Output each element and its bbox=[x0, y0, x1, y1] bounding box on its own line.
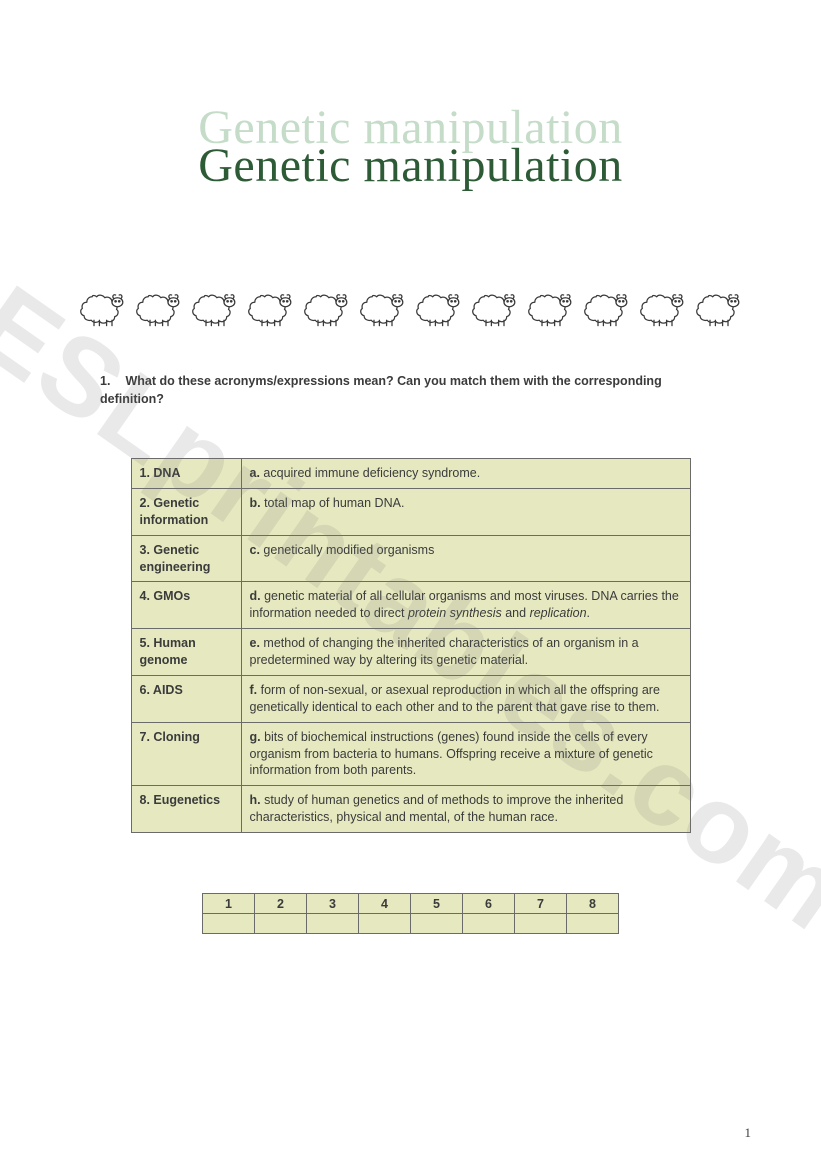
sheep-icon bbox=[468, 280, 522, 328]
answer-blank-cell[interactable] bbox=[307, 914, 359, 934]
definition-cell: f. form of non-sexual, or asexual reprod… bbox=[241, 675, 690, 722]
term-cell: 3. Genetic engineering bbox=[131, 535, 241, 582]
title-block: Genetic manipulation Genetic manipulatio… bbox=[70, 100, 751, 220]
answer-header-cell: 3 bbox=[307, 894, 359, 914]
table-row: 8. Eugenetics h. study of human genetics… bbox=[131, 786, 690, 833]
table-row: 1. DNA a. acquired immune deficiency syn… bbox=[131, 459, 690, 489]
answer-blank-cell[interactable] bbox=[515, 914, 567, 934]
definition-cell: h. study of human genetics and of method… bbox=[241, 786, 690, 833]
sheep-icon-wrap bbox=[356, 280, 410, 333]
sheep-icon-wrap bbox=[244, 280, 298, 333]
table-row: 7. Cloning g. bits of biochemical instru… bbox=[131, 722, 690, 786]
answer-blank-cell[interactable] bbox=[463, 914, 515, 934]
sheep-icon-wrap bbox=[76, 280, 130, 333]
table-row: 5. Human genome e. method of changing th… bbox=[131, 629, 690, 676]
answer-header-cell: 8 bbox=[567, 894, 619, 914]
question-number: 1. bbox=[100, 373, 122, 391]
sheep-icon-wrap bbox=[188, 280, 242, 333]
sheep-icon bbox=[132, 280, 186, 328]
sheep-icon bbox=[412, 280, 466, 328]
answer-header-cell: 4 bbox=[359, 894, 411, 914]
sheep-icon bbox=[636, 280, 690, 328]
sheep-icon-wrap bbox=[636, 280, 690, 333]
definition-cell: g. bits of biochemical instructions (gen… bbox=[241, 722, 690, 786]
term-cell: 7. Cloning bbox=[131, 722, 241, 786]
term-cell: 1. DNA bbox=[131, 459, 241, 489]
term-cell: 5. Human genome bbox=[131, 629, 241, 676]
term-cell: 4. GMOs bbox=[131, 582, 241, 629]
answer-blank-cell[interactable] bbox=[567, 914, 619, 934]
answer-header-cell: 5 bbox=[411, 894, 463, 914]
worksheet-page: ESLprintables.com Genetic manipulation G… bbox=[0, 0, 821, 1169]
table-row: 6. AIDS f. form of non-sexual, or asexua… bbox=[131, 675, 690, 722]
sheep-border-row bbox=[70, 280, 751, 333]
sheep-icon bbox=[300, 280, 354, 328]
table-row: 2. Genetic information b. total map of h… bbox=[131, 488, 690, 535]
sheep-icon-wrap bbox=[692, 280, 746, 333]
term-cell: 8. Eugenetics bbox=[131, 786, 241, 833]
answer-header-row: 12345678 bbox=[203, 894, 619, 914]
sheep-icon bbox=[244, 280, 298, 328]
answer-blank-cell[interactable] bbox=[411, 914, 463, 934]
answer-header-cell: 6 bbox=[463, 894, 515, 914]
answer-blank-cell[interactable] bbox=[255, 914, 307, 934]
answer-blank-cell[interactable] bbox=[359, 914, 411, 934]
title-main: Genetic manipulation bbox=[70, 138, 751, 193]
sheep-icon-wrap bbox=[300, 280, 354, 333]
matching-table: 1. DNA a. acquired immune deficiency syn… bbox=[131, 458, 691, 833]
sheep-icon bbox=[524, 280, 578, 328]
sheep-icon-wrap bbox=[412, 280, 466, 333]
answer-grid: 12345678 bbox=[202, 893, 619, 934]
answer-header-cell: 2 bbox=[255, 894, 307, 914]
answer-blank-cell[interactable] bbox=[203, 914, 255, 934]
sheep-icon-wrap bbox=[580, 280, 634, 333]
definition-cell: d. genetic material of all cellular orga… bbox=[241, 582, 690, 629]
sheep-icon-wrap bbox=[468, 280, 522, 333]
definition-cell: e. method of changing the inherited char… bbox=[241, 629, 690, 676]
sheep-icon-wrap bbox=[132, 280, 186, 333]
sheep-icon-wrap bbox=[524, 280, 578, 333]
sheep-icon bbox=[188, 280, 242, 328]
question-1: 1. What do these acronyms/expressions me… bbox=[100, 373, 711, 408]
table-row: 3. Genetic engineering c. genetically mo… bbox=[131, 535, 690, 582]
sheep-icon bbox=[356, 280, 410, 328]
answer-blank-row bbox=[203, 914, 619, 934]
answer-header-cell: 7 bbox=[515, 894, 567, 914]
sheep-icon bbox=[580, 280, 634, 328]
definition-cell: a. acquired immune deficiency syndrome. bbox=[241, 459, 690, 489]
sheep-icon bbox=[692, 280, 746, 328]
term-cell: 6. AIDS bbox=[131, 675, 241, 722]
definition-cell: c. genetically modified organisms bbox=[241, 535, 690, 582]
table-row: 4. GMOs d. genetic material of all cellu… bbox=[131, 582, 690, 629]
sheep-icon bbox=[76, 280, 130, 328]
answer-header-cell: 1 bbox=[203, 894, 255, 914]
definition-cell: b. total map of human DNA. bbox=[241, 488, 690, 535]
page-number: 1 bbox=[745, 1125, 752, 1141]
term-cell: 2. Genetic information bbox=[131, 488, 241, 535]
question-text: What do these acronyms/expressions mean?… bbox=[100, 374, 662, 406]
